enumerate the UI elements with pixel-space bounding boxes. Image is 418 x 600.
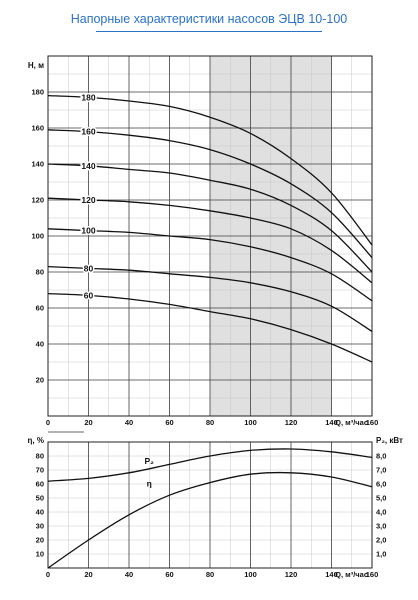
y-right-axis-label: P₂, кВт (376, 436, 403, 445)
series-line-100 (48, 228, 372, 302)
y-right-tick-label: 1,0 (376, 550, 386, 559)
series-line-160 (48, 129, 372, 259)
x-tick-label-bottom: 160 (366, 570, 379, 579)
y-right-tick-label: 6,0 (376, 480, 386, 489)
x-tick-label: 0 (46, 418, 50, 427)
y-right-tick-label: 5,0 (376, 494, 386, 503)
series-line-180 (48, 94, 372, 246)
series-label-120: 120 (81, 195, 95, 205)
y-tick-label: 120 (31, 196, 44, 205)
y-right-tick-label: 2,0 (376, 536, 386, 545)
series-line-140 (48, 163, 372, 273)
series-line-eta (48, 471, 372, 568)
x-tick-label-bottom: 0 (46, 570, 50, 579)
y-axis-label: H, м (28, 61, 44, 70)
title-underline (96, 31, 322, 32)
series-line-80 (48, 265, 372, 332)
series-label-eta: η (147, 479, 152, 489)
series-line-60 (48, 292, 372, 363)
series-label-60: 60 (84, 290, 94, 300)
x-tick-label-bottom: 80 (206, 570, 214, 579)
y-left-tick-label: 40 (36, 508, 44, 517)
x-tick-label: 120 (285, 418, 298, 427)
x-tick-label-bottom: 120 (285, 570, 298, 579)
x-tick-label-bottom: 60 (165, 570, 173, 579)
y-left-tick-label: 20 (36, 536, 44, 545)
x-tick-label: 60 (165, 418, 173, 427)
series-label-140: 140 (81, 161, 95, 171)
x-tick-label: 140 (325, 418, 338, 427)
y-left-tick-label: 70 (36, 466, 44, 475)
y-left-tick-label: 30 (36, 522, 44, 531)
series-line-120 (48, 197, 372, 284)
series-line-p2 (48, 448, 372, 482)
x-tick-label-bottom: 20 (84, 570, 92, 579)
series-label-100: 100 (81, 226, 95, 236)
x-tick-label: 100 (244, 418, 257, 427)
x-tick-label-bottom: 40 (125, 570, 133, 579)
y-tick-label: 160 (31, 124, 44, 133)
y-left-tick-label: 10 (36, 550, 44, 559)
x-tick-label-bottom: 100 (244, 570, 257, 579)
series-label-160: 160 (81, 127, 95, 137)
y-tick-label: 40 (36, 340, 44, 349)
x-tick-label: 20 (84, 418, 92, 427)
y-tick-label: 100 (31, 232, 44, 241)
y-right-tick-label: 3,0 (376, 522, 386, 531)
y-right-tick-label: 4,0 (376, 508, 386, 517)
y-tick-label: 80 (36, 268, 44, 277)
chart-title: Напорные характеристики насосов ЭЦВ 10-1… (70, 12, 348, 26)
series-label-80: 80 (84, 263, 94, 273)
x-tick-label: 160 (366, 418, 379, 427)
plot-frame (47, 55, 373, 417)
y-tick-label: 140 (31, 160, 44, 169)
series-label-180: 180 (81, 92, 95, 102)
y-left-tick-label: 80 (36, 452, 44, 461)
y-left-axis-label: η, % (28, 436, 44, 445)
y-tick-label: 180 (31, 88, 44, 97)
series-label-p2: P₂ (145, 456, 155, 466)
x-tick-label-bottom: 140 (325, 570, 338, 579)
y-left-tick-label: 60 (36, 480, 44, 489)
plot-frame-bottom (47, 441, 373, 569)
x-tick-label: 80 (206, 418, 214, 427)
x-tick-label: 40 (125, 418, 133, 427)
y-right-tick-label: 8,0 (376, 452, 386, 461)
x-axis-label: Q, м³/час (335, 418, 368, 427)
y-right-tick-label: 7,0 (376, 466, 386, 475)
y-left-tick-label: 50 (36, 494, 44, 503)
y-tick-label: 20 (36, 376, 44, 385)
x-axis-label-bottom: Q, м³/час (335, 570, 368, 579)
y-tick-label: 60 (36, 304, 44, 313)
